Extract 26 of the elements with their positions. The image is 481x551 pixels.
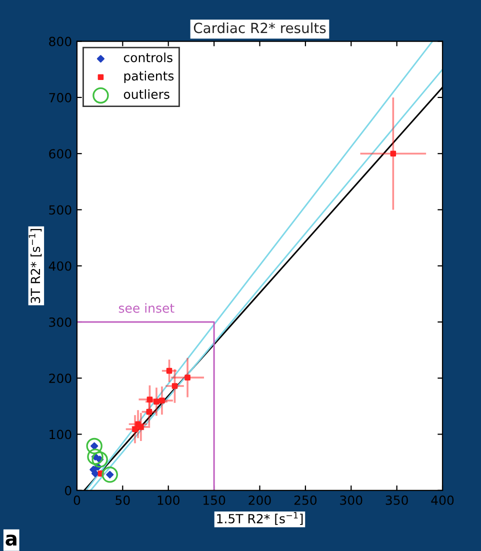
x-tick-label: 350: [386, 495, 408, 505]
y-tick-label: 200: [49, 374, 72, 384]
x-tick-label: 250: [294, 495, 317, 505]
text: a: [6, 534, 16, 546]
x-tick-label: 400: [431, 495, 454, 505]
y-tick-label: 500: [49, 205, 72, 215]
x-tick-label: 50: [116, 495, 130, 505]
y-axis-title: 3T R2* [s$^{−1}$]: [28, 228, 42, 303]
annotation: see inset: [118, 303, 174, 313]
legend-label: controls: [124, 52, 172, 62]
chart-title: Cardiac R2* results: [194, 22, 326, 34]
legend-label: outliers: [124, 89, 170, 99]
y-tick-label: 300: [49, 317, 72, 327]
y-tick-label: 400: [48, 261, 72, 271]
y-tick-label: 100: [50, 430, 72, 440]
y-tick-label: 0: [64, 486, 72, 496]
y-tick-label: 700: [49, 92, 72, 102]
x-tick-label: 150: [203, 495, 226, 505]
x-axis-title: 1.5T R2* [s$^{−1}$]: [217, 512, 303, 525]
y-tick-label: 600: [49, 149, 72, 159]
legend-label: patients: [124, 70, 174, 84]
x-tick-label: 200: [248, 495, 271, 505]
x-tick-label: 0: [74, 495, 80, 505]
x-tick-label: 300: [340, 495, 362, 505]
x-tick-label: 100: [158, 495, 180, 505]
y-tick-label: 800: [49, 36, 72, 46]
